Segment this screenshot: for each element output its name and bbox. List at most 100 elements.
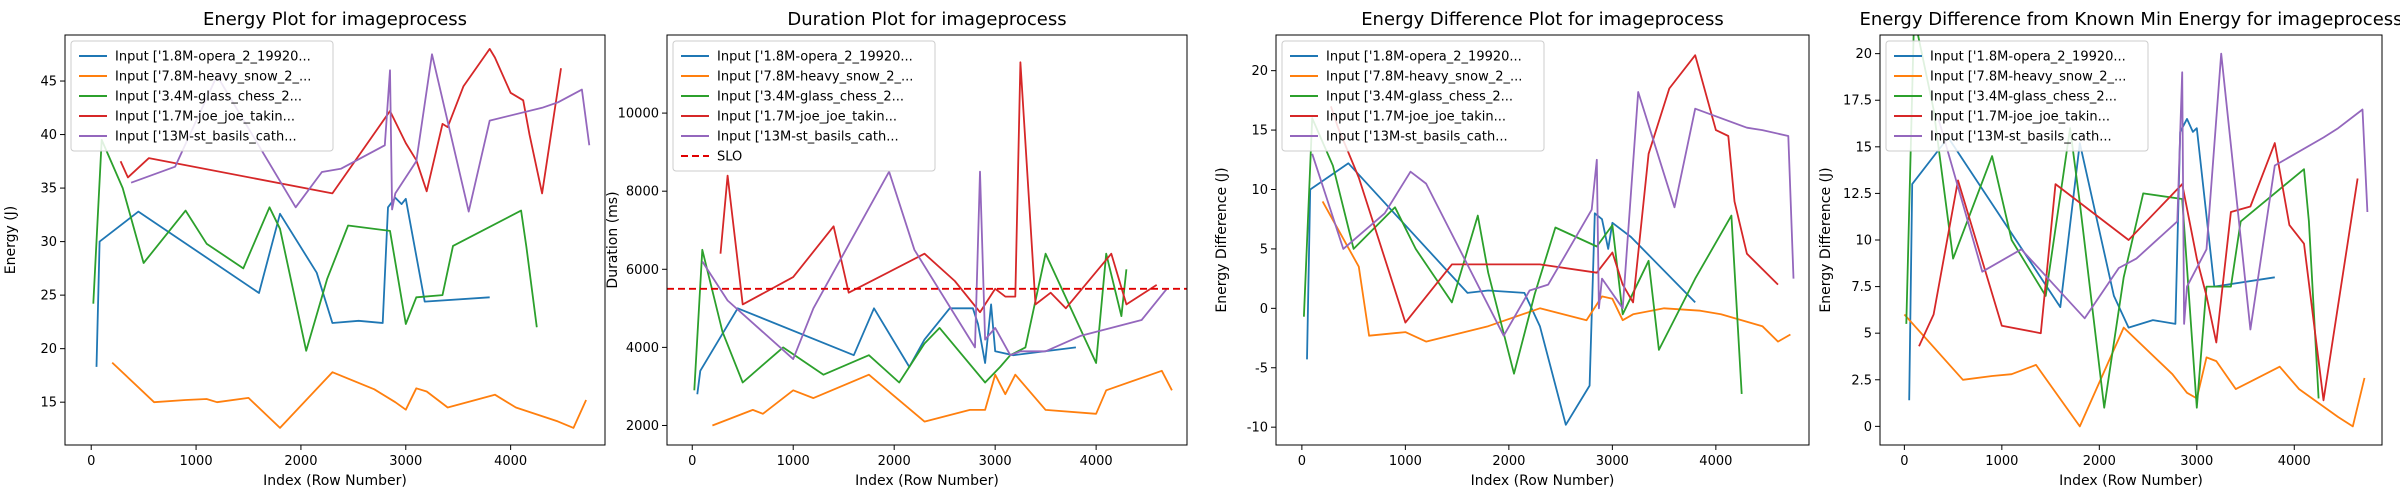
series-line-1 — [1306, 162, 1696, 426]
series-group — [1903, 35, 2369, 428]
axes-frame — [666, 34, 1188, 446]
x-tick-label: 0 — [1298, 454, 1306, 469]
y-tick-label: 20 — [40, 342, 57, 357]
y-tick-label: 0 — [1260, 302, 1268, 317]
y-tick-label: 4000 — [626, 341, 659, 356]
series-line-2 — [111, 361, 587, 429]
series-line-2 — [1321, 200, 1791, 343]
x-tick-label: 1000 — [1985, 454, 2018, 469]
y-axis-label: Duration (ms) — [605, 191, 621, 288]
series-group — [92, 48, 591, 429]
series-line-3 — [1905, 35, 2320, 409]
legend-box — [672, 40, 936, 172]
series-line-4 — [119, 48, 562, 195]
x-tick-label: 4000 — [1699, 454, 1732, 469]
legend: Input ['1.8M-opera_2_19920... Input ['7.8… — [1281, 40, 1545, 152]
x-tick-label: 0 — [87, 454, 95, 469]
legend-entry: Input ['7.8M-heavy_snow_2_... — [717, 70, 913, 85]
y-tick-label: 12.5 — [1843, 187, 1872, 202]
axes-frame — [1275, 34, 1810, 446]
legend-entry: Input ['13M-st_basils_cath... — [717, 130, 899, 145]
legend: Input ['1.8M-opera_2_19920... Input ['7.8… — [1885, 40, 2149, 152]
y-tick-label: 10000 — [618, 107, 659, 122]
y-tick-label: 45 — [40, 75, 57, 90]
chart-3: Energy Difference Plot for imageprocess 0… — [1214, 9, 1810, 489]
legend-entry: Input ['1.7M-joe_joe_takin... — [717, 110, 897, 125]
y-tick-label: 15 — [1251, 124, 1268, 139]
y-tick-label: 2000 — [626, 419, 659, 434]
y-tick-label: 0 — [1864, 420, 1872, 435]
chart-1: Energy Plot for imageprocess 0 1000 2000 300… — [3, 9, 606, 489]
series-line-1 — [1908, 118, 2275, 401]
y-axis-label: Energy (J) — [3, 206, 19, 275]
x-tick-label: 2000 — [1492, 454, 1525, 469]
series-line-5 — [130, 53, 591, 213]
x-axis-label: Index (Row Number) — [1471, 473, 1615, 489]
legend-box — [1885, 40, 2149, 152]
legend-entry: Input ['1.7M-joe_joe_takin... — [1930, 110, 2110, 125]
legend-entry: Input ['3.4M-glass_chess_2... — [1326, 90, 1513, 105]
series-line-5 — [701, 170, 1168, 361]
y-tick-label: 17.5 — [1843, 94, 1872, 109]
legend: Input ['1.8M-opera_2_19920... Input ['7.8… — [672, 40, 936, 172]
x-tick-label: 3000 — [1596, 454, 1629, 469]
x-axis-label: Index (Row Number) — [263, 473, 407, 489]
y-tick-label: 5 — [1864, 327, 1872, 342]
legend-entry: Input ['1.8M-opera_2_19920... — [717, 50, 913, 65]
x-axis-label: Index (Row Number) — [2059, 473, 2203, 489]
legend-entry: Input ['13M-st_basils_cath... — [115, 130, 297, 145]
legend-entry: Input ['7.8M-heavy_snow_2_... — [1326, 70, 1522, 85]
y-tick-label: 7.5 — [1851, 280, 1872, 295]
x-tick-label: 1000 — [180, 454, 213, 469]
series-line-4 — [1330, 54, 1779, 324]
x-tick-label: 2000 — [284, 454, 317, 469]
x-tick-label: 1000 — [777, 454, 810, 469]
legend-entry: Input ['1.8M-opera_2_19920... — [1930, 50, 2126, 65]
y-axis-label: Energy Difference (J) — [1818, 167, 1834, 312]
x-tick-label: 2000 — [878, 454, 911, 469]
x-tick-label: 3000 — [2180, 454, 2213, 469]
chart-title: Duration Plot for imageprocess — [787, 9, 1066, 30]
y-tick-label: 20 — [1251, 64, 1268, 79]
y-tick-label: 35 — [40, 182, 57, 197]
series-line-2 — [1903, 313, 2366, 428]
legend-entry: Input ['3.4M-glass_chess_2... — [115, 90, 302, 105]
legend-entry: Input ['13M-st_basils_cath... — [1326, 130, 1508, 145]
series-line-5 — [1937, 52, 2369, 331]
y-tick-label: 10 — [1855, 234, 1872, 249]
legend-entry: Input ['3.4M-glass_chess_2... — [717, 90, 904, 105]
y-tick-label: 40 — [40, 128, 57, 143]
chart-2: Duration Plot for imageprocess 0 1000 2000 3… — [605, 9, 1188, 489]
y-tick-label: 25 — [40, 289, 57, 304]
x-tick-label: 1000 — [1389, 454, 1422, 469]
legend-entry: Input ['1.8M-opera_2_19920... — [1326, 50, 1522, 65]
x-tick-label: 0 — [1900, 454, 1908, 469]
chart-4: Energy Difference from Known Min Energy … — [1818, 9, 2400, 489]
y-tick-label: 6000 — [626, 263, 659, 278]
legend-entry: Input ['13M-st_basils_cath... — [1930, 130, 2112, 145]
series-line-3 — [92, 138, 538, 352]
legend-box — [70, 40, 334, 152]
legend-entry: Input ['1.7M-joe_joe_takin... — [115, 110, 295, 125]
x-tick-label: 4000 — [1080, 454, 1113, 469]
series-group — [1303, 54, 1795, 426]
legend-entry: Input ['7.8M-heavy_snow_2_... — [1930, 70, 2126, 85]
x-tick-label: 3000 — [389, 454, 422, 469]
series-line-2 — [712, 369, 1173, 427]
x-tick-label: 2000 — [2083, 454, 2116, 469]
x-tick-label: 4000 — [494, 454, 527, 469]
x-axis-label: Index (Row Number) — [855, 473, 999, 489]
series-line-1 — [696, 303, 1077, 395]
y-tick-label: 8000 — [626, 185, 659, 200]
y-axis-label: Energy Difference (J) — [1214, 167, 1230, 312]
y-tick-label: 5 — [1260, 242, 1268, 257]
series-group — [693, 61, 1173, 427]
chart-title: Energy Plot for imageprocess — [203, 9, 467, 30]
series-line-4 — [1918, 142, 2359, 402]
legend-entry: Input ['1.8M-opera_2_19920... — [115, 50, 311, 65]
legend-entry: Input ['1.7M-joe_joe_takin... — [1326, 110, 1506, 125]
legend-entry: SLO — [717, 150, 742, 165]
series-line-3 — [693, 248, 1128, 391]
y-tick-label: 30 — [40, 235, 57, 250]
